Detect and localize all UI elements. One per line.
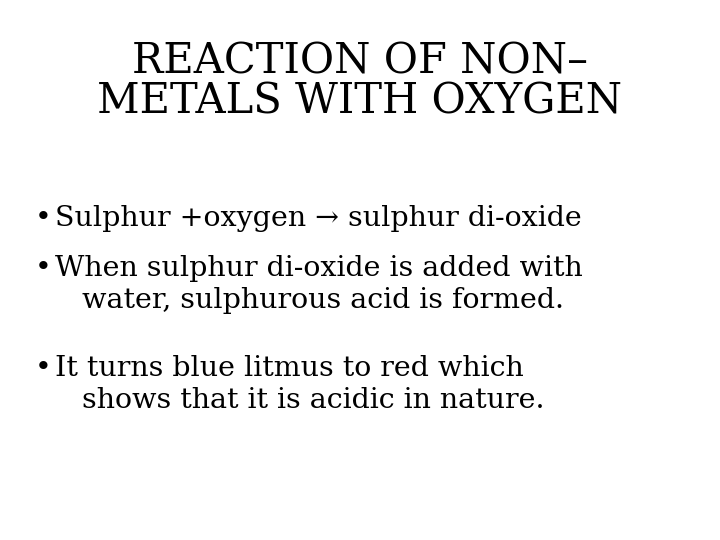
Text: When sulphur di-oxide is added with: When sulphur di-oxide is added with: [55, 255, 582, 282]
Text: •: •: [35, 355, 52, 382]
Text: •: •: [35, 255, 52, 282]
Text: shows that it is acidic in nature.: shows that it is acidic in nature.: [82, 387, 544, 414]
Text: •: •: [35, 205, 52, 232]
Text: METALS WITH OXYGEN: METALS WITH OXYGEN: [97, 80, 623, 122]
Text: REACTION OF NON–: REACTION OF NON–: [132, 40, 588, 82]
Text: Sulphur +oxygen → sulphur di-oxide: Sulphur +oxygen → sulphur di-oxide: [55, 205, 582, 232]
Text: It turns blue litmus to red which: It turns blue litmus to red which: [55, 355, 523, 382]
Text: water, sulphurous acid is formed.: water, sulphurous acid is formed.: [82, 287, 564, 314]
